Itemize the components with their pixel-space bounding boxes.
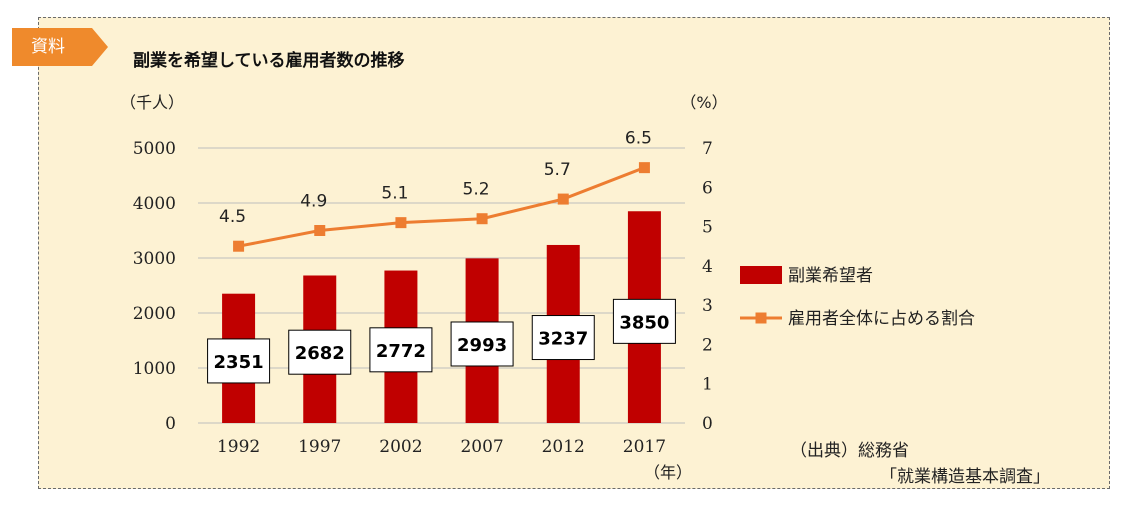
bar-value-label: 2993 — [457, 335, 507, 356]
source-line-2: 「就業構造基本調査」 — [880, 467, 1050, 487]
chart-title: 副業を希望している雇用者数の推移 — [133, 51, 405, 71]
line-value-label: 5.2 — [463, 180, 490, 200]
line-series — [238, 166, 645, 248]
y-tick-label: 0 — [165, 414, 176, 434]
y2-tick-label: 1 — [702, 375, 713, 395]
x-tick-label: 2012 — [542, 437, 585, 457]
x-tick-label: 2002 — [379, 437, 422, 457]
y2-tick-label: 3 — [702, 296, 713, 316]
y2-tick-label: 0 — [702, 414, 713, 434]
plot-area — [198, 148, 685, 423]
line-marker — [233, 240, 245, 252]
line-marker — [395, 217, 407, 229]
bar-value-box — [450, 321, 514, 367]
legend-label-bars: 副業希望者 — [788, 266, 873, 286]
y-tick-label: 1000 — [133, 359, 176, 379]
bar-value-box — [612, 298, 676, 344]
x-tick-label: 1997 — [298, 437, 341, 457]
y-tick-label: 4000 — [133, 194, 176, 214]
y2-tick-label: 6 — [702, 178, 713, 198]
badge-label: 資料 — [31, 37, 65, 57]
y2-axis-label: （%） — [680, 93, 727, 112]
source-line-1: （出典）総務省 — [790, 441, 909, 461]
x-tick-label: 2007 — [460, 437, 503, 457]
line-marker — [476, 213, 488, 225]
y-axis-label: （千人） — [120, 93, 184, 112]
x-axis-label: （年） — [644, 463, 692, 482]
bar-value-box — [369, 327, 433, 373]
line-marker — [314, 225, 326, 236]
legend-swatch-bars — [740, 266, 782, 284]
line-value-label: 4.9 — [300, 192, 327, 212]
line-value-label: 5.7 — [544, 160, 571, 180]
bar-value-label: 3237 — [538, 329, 588, 350]
line-value-label: 5.1 — [381, 184, 408, 204]
y-tick-label: 5000 — [133, 139, 176, 159]
legend-swatch-marker — [755, 312, 767, 324]
bar-value-box — [288, 329, 352, 375]
badge-shape — [12, 28, 108, 66]
x-tick-label: 1992 — [217, 437, 260, 457]
y-tick-label: 2000 — [133, 304, 176, 324]
bar-value-label: 2351 — [214, 352, 264, 373]
line-marker — [638, 162, 650, 174]
bar-value-box — [207, 338, 271, 384]
bar-value-label: 3850 — [619, 312, 669, 333]
y2-tick-label: 2 — [702, 335, 713, 355]
legend-label-line: 雇用者全体に占める割合 — [788, 309, 975, 329]
line-value-label: 6.5 — [625, 129, 652, 149]
x-tick-label: 2017 — [623, 437, 666, 457]
bar-value-label: 2772 — [376, 341, 426, 362]
line-value-label: 4.5 — [219, 207, 246, 227]
bar-value-label: 2682 — [295, 343, 345, 364]
y2-tick-label: 4 — [702, 257, 713, 277]
bar-value-box — [531, 315, 595, 361]
line-marker — [557, 193, 569, 205]
y-tick-label: 3000 — [133, 249, 176, 269]
y2-tick-label: 5 — [702, 218, 713, 238]
y2-tick-label: 7 — [702, 139, 713, 159]
